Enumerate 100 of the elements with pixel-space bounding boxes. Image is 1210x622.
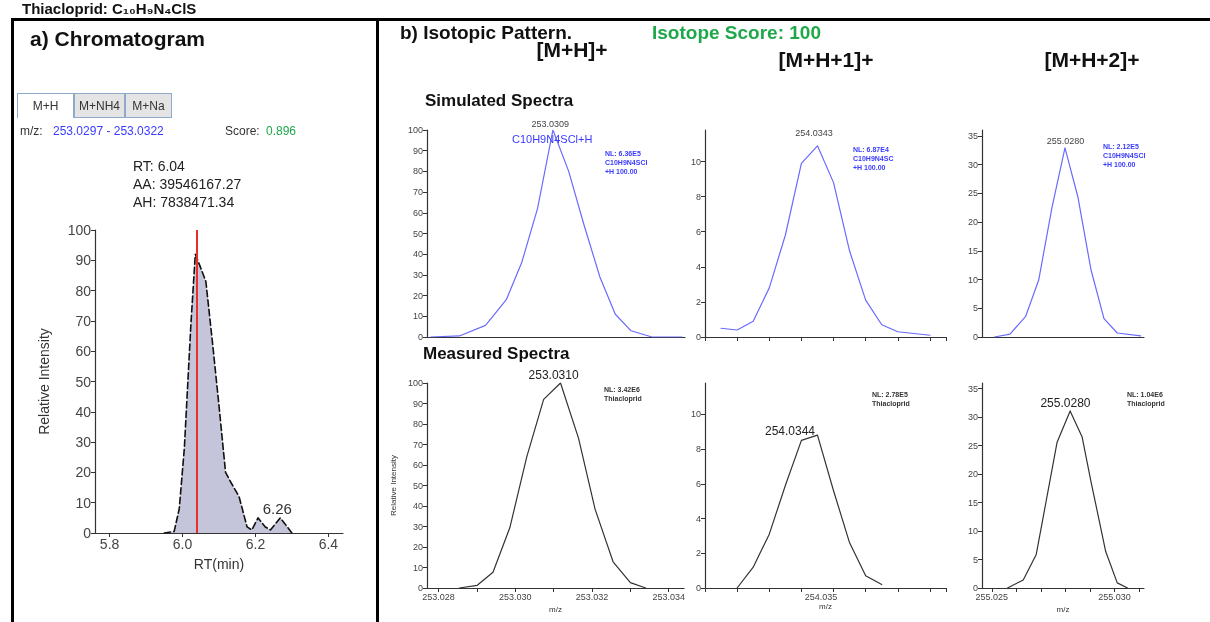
annotation: 253.0309 — [531, 118, 569, 129]
annotation: 254.0344 — [764, 424, 816, 439]
y-tick-label: 20 — [75, 464, 92, 481]
y-tick-label: 20 — [967, 217, 978, 227]
x-tick-label: 253.030 — [498, 591, 532, 602]
x-tick-label: 253.028 — [422, 591, 455, 602]
y-tick-label: 60 — [412, 460, 423, 470]
x-axis-title: m/z — [549, 605, 562, 615]
y-tick-label: 0 — [417, 583, 423, 593]
x-tick-label: 255.030 — [1098, 591, 1131, 602]
y-tick-label: 0 — [696, 332, 702, 342]
y-tick-label: 0 — [417, 332, 423, 342]
y-tick-label: 35 — [967, 130, 978, 141]
y-tick-label: 10 — [691, 409, 702, 420]
y-tick-label: 70 — [412, 187, 423, 198]
y-tick-label: 70 — [75, 312, 92, 329]
y-tick-label: 50 — [412, 480, 423, 491]
y-tick-label: 60 — [412, 207, 423, 218]
y-tick-label: 90 — [412, 398, 423, 409]
x-axis-title: m/z — [819, 601, 832, 611]
y-tick-label: 4 — [696, 513, 702, 524]
y-tick-label: 30 — [967, 412, 978, 423]
y-tick-label: 30 — [967, 159, 978, 170]
y-tick-label: 6 — [696, 226, 702, 237]
y-tick-label: 50 — [412, 228, 423, 239]
text: Simulated Spectra — [425, 90, 574, 112]
text: m/z: — [20, 124, 43, 139]
x-tick-label: 5.8 — [99, 536, 120, 552]
y-tick-label: 0 — [83, 525, 92, 541]
y-tick-label: 25 — [967, 440, 978, 451]
y-tick-label: 40 — [412, 501, 423, 511]
y-tick-label: 15 — [967, 497, 978, 508]
y-tick-label: 60 — [75, 343, 92, 360]
y-tick-label: 10 — [412, 311, 423, 322]
text: AA: 39546167.27 — [133, 176, 242, 194]
text: Thiacloprid: C₁₀H₉N₄ClS — [22, 0, 197, 19]
chart-title: [M+H+1]+ — [778, 48, 874, 72]
x-tick-label: 253.032 — [575, 591, 609, 602]
y-tick-label: 40 — [412, 249, 423, 260]
y-tick-label: 100 — [407, 125, 423, 135]
y-tick-label: 40 — [75, 403, 92, 420]
annotation: 255.0280 — [1046, 136, 1085, 147]
annotation: C10H9N4SCl+H — [512, 133, 593, 147]
y-tick-label: 10 — [412, 562, 423, 573]
y-tick-label: 20 — [412, 542, 423, 552]
x-tick-label: 253.034 — [652, 591, 686, 602]
tab: M+Na — [125, 93, 172, 118]
y-tick-label: 20 — [412, 290, 423, 301]
y-axis-title: Relative Intensity — [36, 328, 52, 435]
tab: M+NH4 — [74, 93, 125, 118]
y-tick-label: 100 — [407, 378, 423, 388]
chart-title: a) Chromatogram — [30, 27, 206, 51]
text: RT: 6.04 — [133, 158, 185, 176]
x-axis-title: RT(min) — [193, 556, 245, 572]
x-axis-title: m/z — [1056, 605, 1070, 615]
text: 254.035 — [804, 592, 838, 604]
y-tick-label: 80 — [412, 419, 423, 429]
y-tick-label: 6 — [696, 478, 702, 489]
text: Isotope Score: 100 — [652, 21, 821, 45]
y-tick-label: 90 — [412, 145, 423, 156]
y-tick-label: 10 — [967, 274, 978, 285]
text: AH: 7838471.34 — [133, 194, 235, 212]
tab: M+H — [17, 93, 74, 118]
y-tick-label: 10 — [75, 494, 92, 511]
y-tick-label: 5 — [972, 554, 978, 565]
y-tick-label: 25 — [967, 188, 978, 199]
x-tick-label: 6.2 — [245, 536, 266, 552]
annotation: 6.26 — [262, 499, 292, 517]
x-tick-label: 255.025 — [975, 591, 1009, 602]
chart-title: [M+H+2]+ — [1044, 48, 1140, 72]
y-tick-label: 20 — [967, 469, 978, 480]
annotation: 255.0280 — [1040, 395, 1091, 410]
y-tick-label: 90 — [75, 252, 92, 269]
y-tick-label: 80 — [75, 282, 92, 299]
y-axis-title: Relative Intensity — [388, 455, 398, 516]
y-tick-label: 2 — [696, 296, 702, 307]
annotation: 254.0343 — [795, 128, 833, 140]
y-tick-label: 30 — [412, 521, 423, 532]
y-tick-label: 35 — [967, 383, 978, 394]
y-tick-label: 5 — [972, 303, 978, 314]
y-tick-label: 10 — [967, 526, 978, 537]
y-tick-label: 50 — [75, 373, 92, 390]
y-tick-label: 0 — [972, 583, 978, 593]
text: Score: — [225, 124, 260, 139]
y-tick-label: 8 — [696, 444, 702, 455]
annotation: 253.0310 — [528, 368, 579, 382]
y-tick-label: 0 — [972, 332, 978, 342]
y-tick-label: 30 — [412, 269, 423, 280]
x-tick-label: 6.0 — [172, 536, 193, 552]
y-tick-label: 70 — [412, 439, 423, 450]
y-tick-label: 15 — [967, 245, 978, 256]
text: 253.0297 - 253.0322 — [53, 124, 164, 139]
y-tick-label: 10 — [691, 156, 702, 167]
y-tick-label: 0 — [696, 583, 702, 593]
y-tick-label: 80 — [412, 166, 423, 177]
text: 0.896 — [266, 124, 297, 139]
y-tick-label: 4 — [696, 261, 702, 272]
y-tick-label: 30 — [75, 434, 92, 451]
y-tick-label: 2 — [696, 548, 702, 559]
y-tick-label: 8 — [696, 191, 702, 202]
